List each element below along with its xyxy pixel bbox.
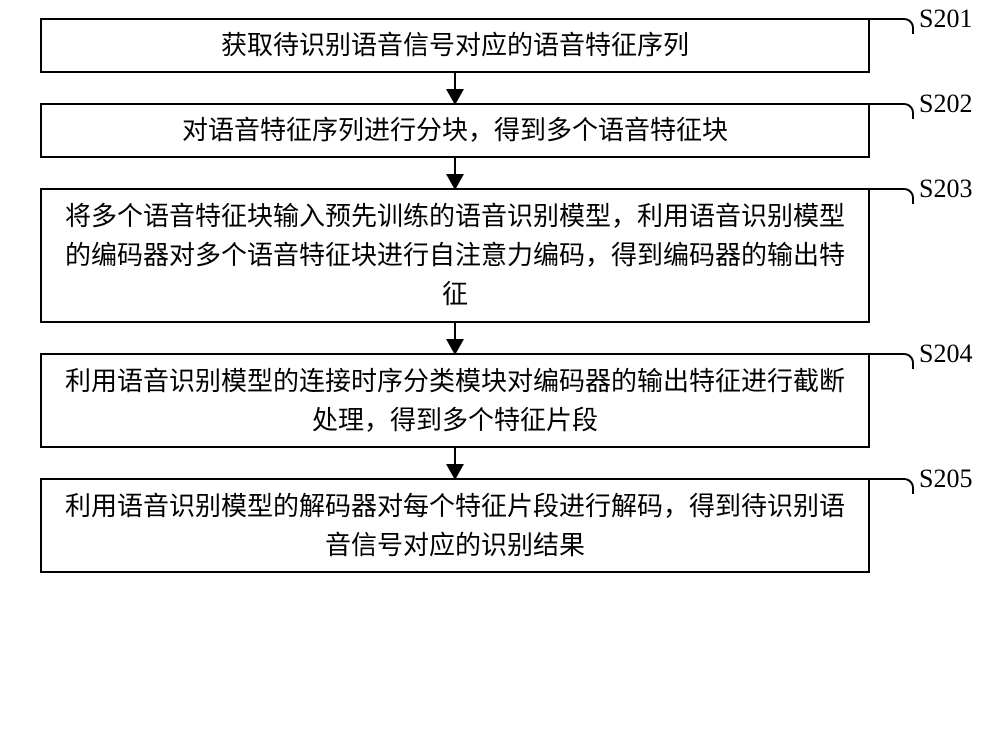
arrow-3 <box>40 323 870 353</box>
step-box-s201: 获取待识别语音信号对应的语音特征序列 <box>40 18 870 73</box>
step-text-s204: 利用语音识别模型的连接时序分类模块对编码器的输出特征进行截断处理，得到多个特征片… <box>62 362 848 440</box>
label-connector-s203 <box>870 188 914 204</box>
step-row-2: 对语音特征序列进行分块，得到多个语音特征块 S202 <box>40 103 960 158</box>
step-text-s201: 获取待识别语音信号对应的语音特征序列 <box>221 26 689 65</box>
label-connector-s202 <box>870 103 914 119</box>
step-text-s203: 将多个语音特征块输入预先训练的语音识别模型，利用语音识别模型的编码器对多个语音特… <box>62 197 848 314</box>
label-connector-s201 <box>870 18 914 34</box>
step-label-s203: S203 <box>919 174 972 204</box>
arrow-1 <box>40 73 870 103</box>
step-text-s202: 对语音特征序列进行分块，得到多个语音特征块 <box>182 111 728 150</box>
step-label-s201: S201 <box>919 4 972 34</box>
step-row-1: 获取待识别语音信号对应的语音特征序列 S201 <box>40 18 960 73</box>
step-box-s204: 利用语音识别模型的连接时序分类模块对编码器的输出特征进行截断处理，得到多个特征片… <box>40 353 870 448</box>
step-label-s202: S202 <box>919 89 972 119</box>
label-connector-s204 <box>870 353 914 369</box>
step-box-s205: 利用语音识别模型的解码器对每个特征片段进行解码，得到待识别语音信号对应的识别结果 <box>40 478 870 573</box>
step-row-5: 利用语音识别模型的解码器对每个特征片段进行解码，得到待识别语音信号对应的识别结果… <box>40 478 960 573</box>
step-row-3: 将多个语音特征块输入预先训练的语音识别模型，利用语音识别模型的编码器对多个语音特… <box>40 188 960 323</box>
step-box-s203: 将多个语音特征块输入预先训练的语音识别模型，利用语音识别模型的编码器对多个语音特… <box>40 188 870 323</box>
step-row-4: 利用语音识别模型的连接时序分类模块对编码器的输出特征进行截断处理，得到多个特征片… <box>40 353 960 448</box>
flowchart-container: 获取待识别语音信号对应的语音特征序列 S201 对语音特征序列进行分块，得到多个… <box>40 18 960 573</box>
step-text-s205: 利用语音识别模型的解码器对每个特征片段进行解码，得到待识别语音信号对应的识别结果 <box>62 487 848 565</box>
step-label-s204: S204 <box>919 339 972 369</box>
step-label-s205: S205 <box>919 464 972 494</box>
step-box-s202: 对语音特征序列进行分块，得到多个语音特征块 <box>40 103 870 158</box>
label-connector-s205 <box>870 478 914 494</box>
arrow-2 <box>40 158 870 188</box>
arrow-4 <box>40 448 870 478</box>
